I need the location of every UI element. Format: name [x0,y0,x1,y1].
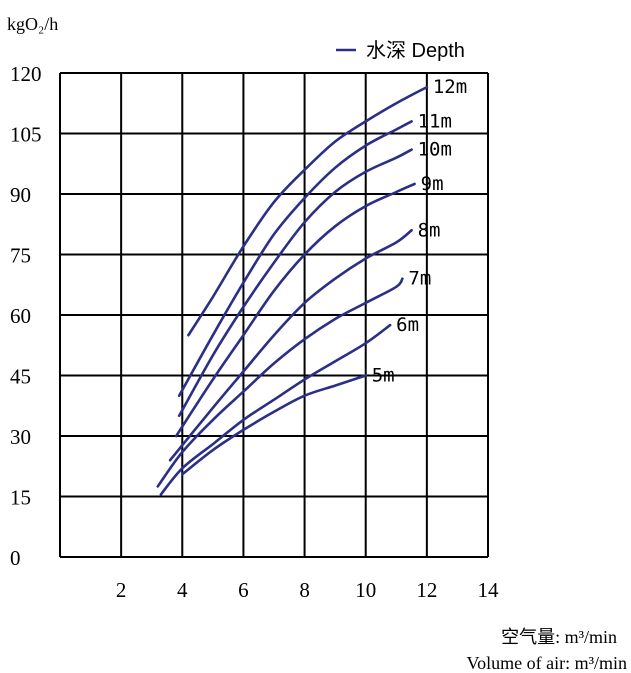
y-tick-label: 30 [10,425,31,449]
series-line-5m [181,374,367,476]
x-tick-label: 2 [116,578,127,602]
series-line-10m [177,148,413,418]
series-label-12m: 12m [433,76,467,98]
x-tick-label: 12 [416,578,437,602]
series-line-12m [187,85,429,337]
y-axis-label: kgO₂/h [7,14,58,34]
y-tick-label: 0 [10,546,21,570]
x-tick-label: 4 [177,578,188,602]
series-label-5m: 5m [372,365,395,387]
series-line-6m [159,323,392,496]
series-label-11m: 11m [418,110,452,132]
series-label-10m: 10m [418,139,452,161]
x-ticks: 2 4 6 8 10 12 14 [116,578,499,602]
series-label-9m: 9m [421,173,444,195]
x-axis-label-cn: 空气量: m³/min [501,627,617,647]
y-tick-label: 75 [10,244,31,268]
y-tick-label: 45 [10,365,31,389]
x-tick-label: 8 [299,578,310,602]
grid [59,72,489,558]
y-tick-label: 15 [10,486,31,510]
x-tick-label: 14 [478,578,500,602]
series-label-8m: 8m [418,219,441,241]
series-line-9m [174,182,416,438]
series-line-7m [156,277,404,488]
series-label-6m: 6m [396,314,419,336]
series-lines [156,85,429,496]
y-ticks: 0 15 30 45 60 75 90 105 120 [10,62,42,570]
x-axis-label-en: Volume of air: m³/min [466,653,627,673]
x-tick-label: 10 [355,578,376,602]
legend: 水深 Depth [336,39,465,62]
y-tick-label: 105 [10,123,42,147]
series-labels: 12m 11m 10m 9m 8m 7m 6m 5m [372,76,467,386]
y-tick-label: 90 [10,183,31,207]
legend-text: 水深 Depth [366,39,465,62]
series-label-7m: 7m [408,268,431,290]
series-line-8m [168,229,413,462]
y-tick-label: 60 [10,304,31,328]
x-tick-label: 6 [238,578,249,602]
y-tick-label: 120 [10,62,42,86]
series-line-11m [177,120,413,397]
